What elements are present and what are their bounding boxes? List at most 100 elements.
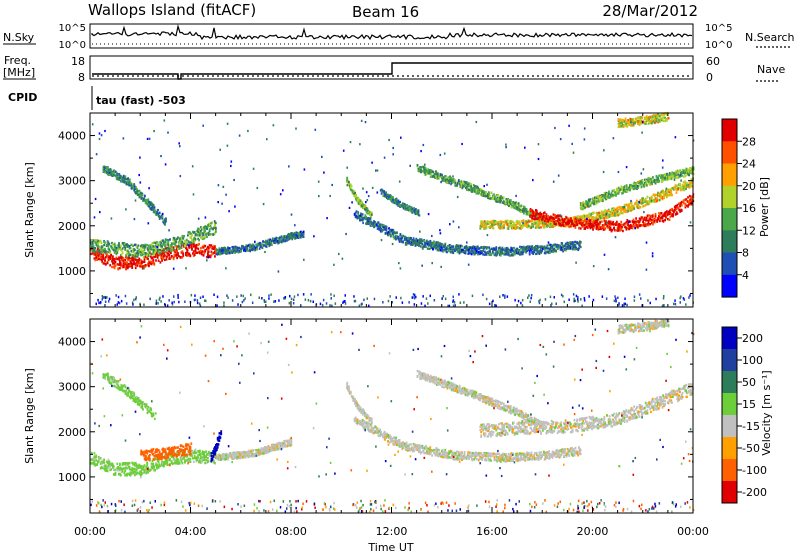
data-cell bbox=[547, 216, 549, 218]
data-cell bbox=[157, 212, 159, 214]
data-cell bbox=[672, 215, 674, 217]
data-cell bbox=[146, 254, 148, 256]
data-cell bbox=[532, 225, 534, 227]
data-cell bbox=[615, 194, 617, 196]
data-cell bbox=[122, 247, 124, 249]
data-cell bbox=[149, 254, 151, 256]
data-cell bbox=[533, 218, 535, 220]
data-cell bbox=[396, 232, 398, 234]
data-cell bbox=[357, 211, 359, 213]
data-cell bbox=[154, 206, 156, 208]
data-cell bbox=[686, 182, 688, 184]
data-cell bbox=[120, 264, 122, 266]
data-cell bbox=[160, 252, 162, 254]
data-cell bbox=[144, 249, 146, 251]
data-cell bbox=[102, 255, 104, 257]
data-cell bbox=[573, 224, 575, 226]
data-cell bbox=[419, 238, 421, 240]
data-cell bbox=[624, 204, 626, 206]
data-cell bbox=[204, 236, 206, 238]
data-cell bbox=[206, 236, 208, 238]
data-cell bbox=[151, 263, 153, 265]
data-cell bbox=[194, 231, 196, 233]
data-cell bbox=[429, 240, 431, 242]
data-cell bbox=[513, 227, 515, 229]
data-cell bbox=[531, 220, 533, 222]
data-cell bbox=[612, 221, 614, 223]
data-cell bbox=[160, 249, 162, 251]
data-cell bbox=[351, 185, 353, 187]
data-cell bbox=[557, 248, 559, 250]
data-cell bbox=[101, 245, 103, 247]
data-cell bbox=[633, 219, 635, 221]
data-cell bbox=[384, 228, 386, 230]
data-cell bbox=[595, 203, 597, 205]
data-cell bbox=[496, 200, 498, 202]
data-cell bbox=[518, 205, 520, 207]
data-cell bbox=[131, 250, 133, 252]
data-cell bbox=[658, 180, 660, 182]
data-cell bbox=[652, 215, 654, 217]
data-cell bbox=[259, 248, 261, 250]
data-cell bbox=[104, 241, 106, 243]
data-cell bbox=[544, 226, 546, 228]
data-cell bbox=[126, 261, 128, 263]
data-cell bbox=[517, 248, 519, 250]
data-cell bbox=[271, 244, 273, 246]
data-cell bbox=[595, 221, 597, 223]
data-cell bbox=[619, 212, 621, 214]
data-cell bbox=[536, 211, 538, 213]
data-cell bbox=[622, 192, 624, 194]
data-cell bbox=[540, 226, 542, 228]
data-cell bbox=[677, 204, 679, 206]
data-cell bbox=[392, 196, 394, 198]
data-cell bbox=[156, 243, 158, 245]
data-cell bbox=[651, 219, 653, 221]
nave-tick-top: 60 bbox=[706, 55, 720, 68]
data-cell bbox=[198, 239, 200, 241]
data-cell bbox=[173, 258, 175, 260]
data-cell bbox=[546, 245, 548, 247]
data-cell bbox=[464, 184, 466, 186]
noise-panel: N.Sky 10^5 10^0 10^5 10^0 N.Search bbox=[3, 23, 795, 51]
data-cell bbox=[541, 250, 543, 252]
data-cell bbox=[526, 208, 528, 210]
data-cell bbox=[395, 238, 397, 240]
data-cell bbox=[110, 254, 112, 256]
data-cell bbox=[544, 211, 546, 213]
data-cell bbox=[400, 233, 402, 235]
data-cell bbox=[641, 186, 643, 188]
data-cell bbox=[681, 188, 683, 190]
data-cell bbox=[128, 263, 130, 265]
data-cell bbox=[211, 221, 213, 223]
data-cell bbox=[632, 227, 634, 229]
data-cell bbox=[611, 215, 613, 217]
data-cell bbox=[589, 213, 591, 215]
data-cell bbox=[202, 236, 204, 238]
data-cell bbox=[676, 192, 678, 194]
data-cell bbox=[609, 196, 611, 198]
data-cell bbox=[464, 247, 466, 249]
data-cell bbox=[652, 176, 654, 178]
data-cell bbox=[493, 227, 495, 229]
data-cell bbox=[671, 178, 673, 180]
data-cell bbox=[685, 188, 687, 190]
data-cell bbox=[642, 181, 644, 183]
data-cell bbox=[444, 243, 446, 245]
data-cell bbox=[500, 220, 502, 222]
data-cell bbox=[387, 194, 389, 196]
data-cell bbox=[131, 244, 133, 246]
data-cell bbox=[138, 259, 140, 261]
data-cell bbox=[194, 254, 196, 256]
data-cell bbox=[588, 205, 590, 207]
data-cell bbox=[164, 223, 166, 225]
data-cell bbox=[636, 224, 638, 226]
data-cell bbox=[406, 204, 408, 206]
data-cell bbox=[619, 223, 621, 225]
noise-sky-label: N.Sky bbox=[3, 31, 35, 44]
data-cell bbox=[652, 223, 654, 225]
data-cell bbox=[531, 215, 533, 217]
data-cell bbox=[208, 247, 210, 249]
data-cell bbox=[418, 211, 420, 213]
